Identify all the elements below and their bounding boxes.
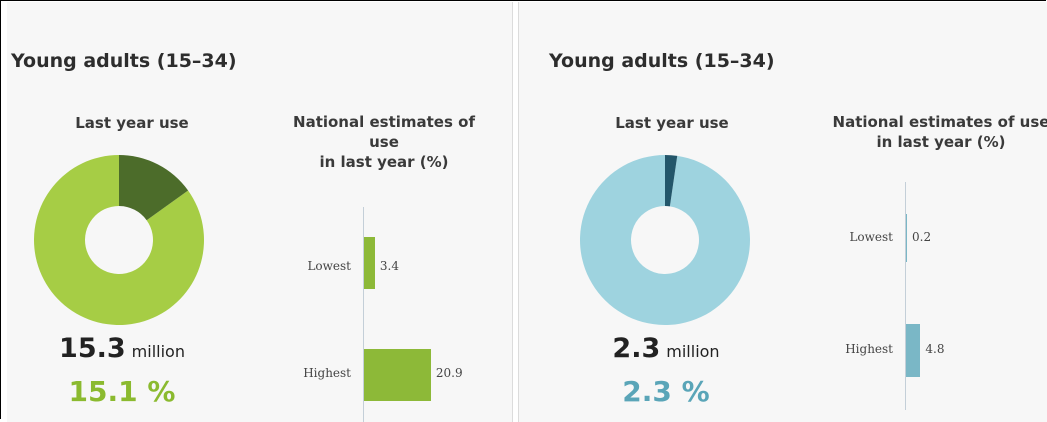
users-total: 15.3 million	[27, 333, 217, 364]
bar-value-label: 0.2	[912, 230, 932, 244]
donut-slice-remainder	[580, 155, 750, 325]
estimates-title: National estimates of use in last year (…	[269, 112, 499, 172]
bar-category-label: Highest	[845, 342, 893, 356]
estimates-title-line: in last year (%)	[876, 133, 1006, 151]
usage-percentage: 15.1 %	[68, 375, 176, 408]
bar-lowest	[906, 214, 907, 262]
estimates-title-line: National estimates of use	[832, 113, 1047, 131]
estimates-title-line: in last year (%)	[319, 153, 449, 171]
bar-category-label: Highest	[303, 366, 351, 380]
bar-value-label: 20.9	[435, 366, 463, 380]
panel-left: Young adults (15–34) Last year use Natio…	[7, 2, 512, 422]
users-unit: million	[131, 342, 185, 361]
donut-title: Last year use	[615, 114, 729, 132]
donut-chart	[580, 155, 750, 325]
estimates-title-line: National estimates of	[293, 113, 475, 131]
usage-percentage: 2.3 %	[622, 375, 710, 408]
bar-value-label: 4.8	[925, 342, 945, 356]
bar-highest	[364, 349, 431, 401]
panel-divider	[512, 2, 513, 422]
bar-category-label: Lowest	[849, 230, 893, 244]
users-total: 2.3 million	[571, 333, 761, 364]
donut-slice-users	[665, 155, 678, 207]
estimates-title-line: use	[369, 133, 399, 151]
donut-slice-remainder	[34, 155, 204, 325]
bar-highest	[906, 324, 921, 377]
bar-category-label: Lowest	[307, 259, 351, 273]
donut-title: Last year use	[75, 114, 189, 132]
users-unit: million	[666, 342, 720, 361]
bar-axis	[905, 182, 906, 410]
users-number: 15.3	[59, 333, 126, 364]
bar-axis	[363, 207, 364, 422]
donut-slice-users	[119, 155, 189, 221]
bar-value-label: 3.4	[379, 259, 399, 273]
panel-title: Young adults (15–34)	[11, 50, 237, 72]
panel-title: Young adults (15–34)	[549, 50, 775, 72]
donut-chart	[34, 155, 204, 325]
estimates-title: National estimates of use in last year (…	[811, 112, 1047, 152]
panel-right: Young adults (15–34) Last year use Natio…	[519, 2, 1047, 422]
users-number: 2.3	[612, 333, 661, 364]
panel-divider	[518, 2, 519, 422]
bar-lowest	[364, 237, 375, 289]
